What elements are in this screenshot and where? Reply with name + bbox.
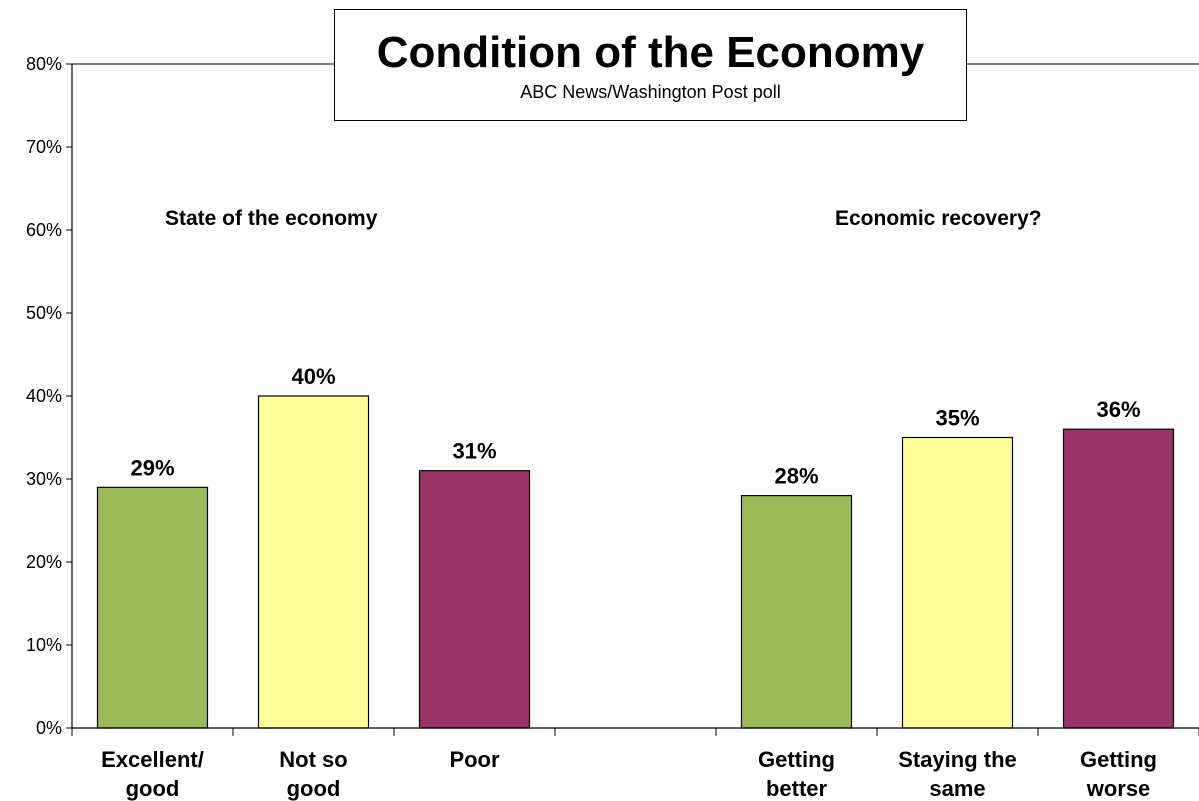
x-axis: Excellent/good Not so good Poor Getting bette… [71, 727, 1199, 801]
group-label-state-of-economy: State of the economy [165, 207, 378, 230]
x-category-label: Getting worse [1080, 747, 1157, 801]
x-category-label: Poor [449, 747, 500, 772]
x-category-label-line: Getting [758, 747, 835, 772]
y-tick-label: 20% [26, 552, 62, 572]
bar [1062, 428, 1175, 729]
bar-value-label: 35% [935, 406, 979, 431]
x-category-label-line: worse [1086, 776, 1151, 801]
x-category-label: Excellent/good [101, 747, 204, 801]
y-tick-label: 30% [26, 469, 62, 489]
x-category-label-line: Staying the [898, 747, 1017, 772]
x-category-label-line: Not so [279, 747, 347, 772]
bar-value-label: 28% [774, 464, 818, 489]
y-axis: 0% 10% 20% 30% 40% 50% 60% 70% 80% [26, 54, 1199, 738]
y-tick-label: 0% [36, 718, 62, 738]
bar-value-label: 31% [452, 439, 496, 464]
group-label-economic-recovery: Economic recovery? [835, 207, 1042, 230]
x-category-label-line: same [929, 776, 985, 801]
bar-value-label: 36% [1096, 397, 1140, 422]
bar-value-label: 29% [130, 455, 174, 480]
x-category-label: Not so good [279, 747, 347, 801]
x-category-label-line: Poor [449, 747, 500, 772]
y-tick-label: 50% [26, 303, 62, 323]
y-tick-label: 40% [26, 386, 62, 406]
x-category-label: Getting better [758, 747, 835, 801]
chart-title-box: Condition of the Economy ABC News/Washin… [334, 9, 967, 121]
y-tick-label: 60% [26, 220, 62, 240]
bars: 29% 40% 31% 28% 35% 36% [96, 364, 1175, 729]
x-category-label-line: good [126, 776, 180, 801]
bar-value-label: 40% [291, 364, 335, 389]
x-category-label-line: Getting [1080, 747, 1157, 772]
x-category-label-line: better [766, 776, 828, 801]
x-category-label: Staying the same [898, 747, 1017, 801]
y-tick-label: 80% [26, 54, 62, 74]
x-category-label-line: Excellent/ [101, 747, 204, 772]
bar [740, 495, 853, 729]
bar [96, 486, 209, 729]
chart-title: Condition of the Economy [376, 28, 925, 77]
bar [901, 436, 1014, 729]
y-tick-label: 10% [26, 635, 62, 655]
x-category-label-line: good [287, 776, 341, 801]
chart-subtitle: ABC News/Washington Post poll [520, 82, 781, 102]
bar [257, 395, 370, 729]
y-tick-label: 70% [26, 137, 62, 157]
bar [418, 470, 531, 729]
